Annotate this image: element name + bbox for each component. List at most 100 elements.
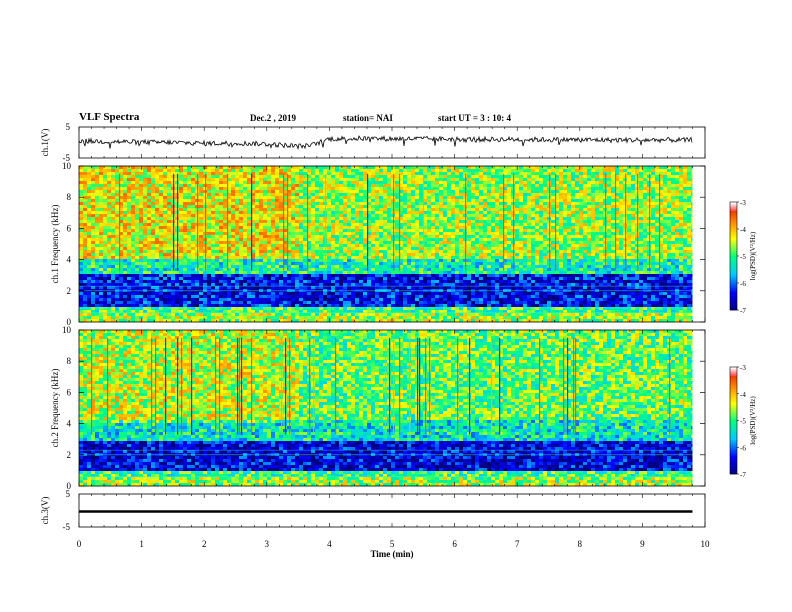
heat-cell [535, 187, 540, 191]
heat-cell [523, 208, 528, 212]
heat-cell [287, 169, 292, 173]
heat-cell [279, 250, 284, 254]
heat-cell [131, 214, 136, 218]
heat-cell [311, 241, 316, 245]
heat-cell [107, 259, 112, 263]
heat-cell [331, 202, 336, 206]
heat-cell [303, 199, 308, 203]
heat-cell [451, 172, 456, 176]
heat-cell [503, 247, 508, 251]
heat-cell [215, 259, 220, 263]
heat-cell [435, 166, 440, 170]
heat-cell [535, 250, 540, 254]
heat-cell [423, 175, 428, 179]
heat-cell [535, 232, 540, 236]
heat-cell [371, 169, 376, 173]
heat-cell [235, 247, 240, 251]
heat-cell [535, 259, 540, 263]
heat-cell [543, 226, 548, 230]
heat-cell [127, 262, 132, 266]
heat-cell [351, 199, 356, 203]
heat-cell [411, 223, 416, 227]
heat-cell [275, 235, 280, 239]
heat-cell [395, 193, 400, 197]
heat-cell [551, 175, 556, 179]
heat-cell [515, 259, 520, 263]
heat-cell [523, 235, 528, 239]
heat-cell [423, 259, 428, 263]
heat-cell [299, 262, 304, 266]
heat-cell [255, 187, 260, 191]
heat-cell [527, 247, 532, 251]
heat-cell [683, 238, 688, 242]
heat-cell [235, 190, 240, 194]
heat-cell [607, 253, 612, 257]
heat-cell [363, 184, 368, 188]
heat-cell [595, 229, 600, 233]
heat-cell [435, 211, 440, 215]
heat-cell [319, 205, 324, 209]
heat-cell [435, 181, 440, 185]
heat-cell [295, 235, 300, 239]
heat-cell [115, 238, 120, 242]
heat-cell [627, 229, 632, 233]
heat-cell [499, 196, 504, 200]
heat-cell [279, 211, 284, 215]
heat-cell [119, 238, 124, 242]
heat-cell [135, 235, 140, 239]
heat-cell [575, 244, 580, 248]
heat-cell [187, 244, 192, 248]
heat-cell [359, 196, 364, 200]
heat-cell [183, 250, 188, 254]
heat-cell [311, 211, 316, 215]
heat-cell [631, 208, 636, 212]
heat-cell [543, 202, 548, 206]
heat-cell [367, 175, 372, 179]
heat-cell [479, 205, 484, 209]
heat-cell [467, 259, 472, 263]
heat-cell [331, 181, 336, 185]
heat-cell [607, 190, 612, 194]
heat-cell [667, 220, 672, 224]
heat-cell [687, 259, 692, 263]
heat-cell [655, 181, 660, 185]
heat-cell [455, 241, 460, 245]
heat-cell [427, 199, 432, 203]
heat-cell [211, 235, 216, 239]
heat-cell [339, 169, 344, 173]
heat-cell [275, 211, 280, 215]
heat-cell [283, 175, 288, 179]
heat-cell [259, 166, 264, 170]
heat-cell [675, 202, 680, 206]
heat-cell [459, 187, 464, 191]
heat-cell [363, 172, 368, 176]
heat-cell [287, 229, 292, 233]
heat-cell [111, 211, 116, 215]
heat-cell [79, 202, 84, 206]
heat-cell [127, 229, 132, 233]
heat-cell [443, 238, 448, 242]
heat-cell [367, 196, 372, 200]
heat-cell [83, 205, 88, 209]
heat-cell [307, 178, 312, 182]
heat-cell [207, 184, 212, 188]
heat-cell [79, 220, 84, 224]
heat-cell [335, 247, 340, 251]
heat-cell [131, 241, 136, 245]
heat-cell [231, 262, 236, 266]
heat-cell [311, 232, 316, 236]
heat-cell [579, 247, 584, 251]
heat-cell [583, 253, 588, 257]
heat-cell [659, 184, 664, 188]
heat-cell [339, 202, 344, 206]
heat-cell [439, 259, 444, 263]
heat-cell [659, 253, 664, 257]
heat-cell [595, 220, 600, 224]
heat-cell [303, 253, 308, 257]
heat-cell [427, 205, 432, 209]
heat-cell [251, 259, 256, 263]
heat-cell [583, 178, 588, 182]
heat-cell [451, 181, 456, 185]
heat-cell [563, 181, 568, 185]
heat-cell [655, 205, 660, 209]
